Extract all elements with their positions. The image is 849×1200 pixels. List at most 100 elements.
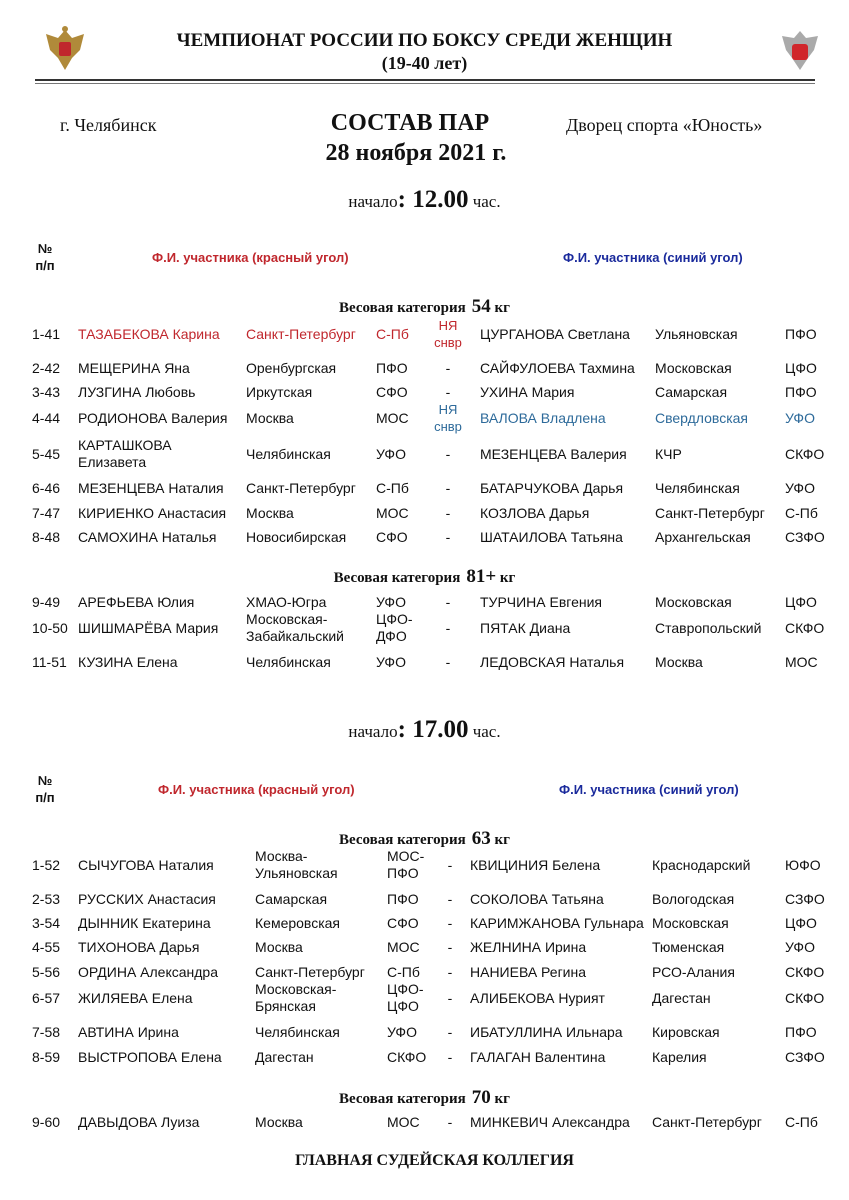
bout-number: 4-44	[32, 409, 61, 426]
category-weight: 63	[471, 828, 491, 849]
bout-number: 3-43	[32, 383, 61, 400]
start-time-line: начало: 12.00 час.	[0, 186, 849, 214]
red-boxer-region: Челябинская	[255, 1023, 340, 1040]
divider	[35, 79, 815, 81]
blue-boxer-region: КЧР	[655, 445, 682, 462]
red-boxer-district: МОС	[387, 938, 420, 955]
blue-boxer-district: ЦФО	[785, 359, 817, 376]
start-time: 12.00	[412, 186, 469, 213]
blue-boxer-district: ЮФО	[785, 856, 821, 873]
russia-coat-of-arms-icon	[46, 26, 84, 70]
red-boxer-district: МОС	[376, 504, 409, 521]
blue-boxer-name: ВАЛОВА Владлена	[480, 409, 606, 426]
red-boxer-region: Москва-Ульяновская	[255, 848, 338, 881]
blue-boxer-name: КВИЦИНИЯ Белена	[470, 856, 601, 873]
red-boxer-name: ТИХОНОВА Дарья	[78, 938, 200, 955]
red-boxer-name: КУЗИНА Елена	[78, 653, 178, 670]
bout-row: 4-55 ТИХОНОВА Дарья Москва МОС - ЖЕЛНИНА Ирин…	[0, 930, 849, 964]
bout-result: -	[447, 1048, 453, 1065]
red-boxer-name: ЛУЗГИНА Любовь	[78, 383, 196, 400]
number-header-line: №	[37, 773, 53, 788]
bout-number: 5-45	[32, 445, 61, 462]
start-unit: час.	[472, 722, 501, 741]
red-boxer-region: Санкт-Петербург	[255, 963, 365, 980]
divider	[35, 83, 815, 84]
bout-row: 2-42 МЕЩЕРИНА Яна Оренбургская ПФО - САЙФУЛОЕ…	[0, 351, 849, 385]
red-boxer-name: КИРИЕНКО Анастасия	[78, 504, 227, 521]
number-column-header: № п/п	[30, 772, 60, 806]
red-corner-header: Ф.И. участника (красный угол)	[158, 782, 355, 797]
red-boxer-district: УФО	[376, 653, 406, 670]
bout-number: 2-53	[32, 890, 61, 907]
bout-row: 7-47 КИРИЕНКО Анастасия Москва МОС - КОЗЛОВА …	[0, 496, 849, 530]
red-boxer-name: РУССКИХ Анастасия	[78, 890, 216, 907]
bout-number: 4-55	[32, 938, 61, 955]
blue-boxer-name: СОКОЛОВА Татьяна	[470, 890, 604, 907]
red-boxer-region: Дагестан	[255, 1048, 314, 1065]
blue-boxer-region: Санкт-Петербург	[652, 1113, 762, 1130]
blue-corner-header: Ф.И. участника (синий угол)	[563, 250, 743, 265]
blue-boxer-district: СЗФО	[785, 528, 825, 545]
blue-boxer-district: УФО	[785, 938, 815, 955]
bout-result: -	[447, 1023, 453, 1040]
red-boxer-name: ДЫННИК Екатерина	[78, 914, 211, 931]
category-weight: 81+	[466, 566, 497, 587]
age-subtitle: (19-40 лет)	[381, 53, 468, 73]
blue-boxer-district: ПФО	[785, 325, 817, 342]
red-boxer-region: Московская-Брянская	[255, 981, 337, 1014]
bout-row: 1-41 ТАЗАБЕКОВА Карина Санкт-Петербург С-Пб…	[0, 317, 849, 351]
blue-boxer-name: ГАЛАГАН Валентина	[470, 1048, 606, 1065]
blue-boxer-name: ЦУРГАНОВА Светлана	[480, 325, 630, 342]
number-header-line: п/п	[35, 790, 55, 805]
blue-boxer-region: Карелия	[652, 1048, 707, 1065]
bout-row: 8-59 ВЫСТРОПОВА Елена Дагестан СКФО - ГАЛАГАН…	[0, 1040, 849, 1074]
red-boxer-region: Москва	[255, 1113, 303, 1130]
category-label: Весовая категория	[339, 300, 466, 316]
bout-result: -	[445, 479, 451, 496]
bout-row: 10-50 ШИШМАРЁВА Мария Московская-Забайкаль…	[0, 611, 849, 645]
championship-title: ЧЕМПИОНАТ РОССИИ ПО БОКСУ СРЕДИ ЖЕНЩИН	[176, 30, 673, 51]
category-weight: 54	[471, 296, 491, 317]
bout-result: -	[447, 1113, 453, 1130]
bout-result: НЯ снвр	[434, 318, 462, 350]
bout-result: НЯ снвр	[434, 402, 462, 434]
red-boxer-name: ВЫСТРОПОВА Елена	[78, 1048, 222, 1065]
bout-number: 9-49	[32, 593, 61, 610]
category-label: Весовая категория	[339, 1091, 466, 1107]
blue-boxer-district: СКФО	[785, 445, 825, 462]
red-boxer-district: УФО	[376, 593, 406, 610]
bout-number: 7-58	[32, 1023, 61, 1040]
red-boxer-district: МОС	[376, 409, 409, 426]
blue-boxer-region: Кировская	[652, 1023, 720, 1040]
blue-boxer-region: Санкт-Петербург	[655, 504, 765, 521]
category-unit: кг	[499, 570, 516, 586]
red-boxer-name: МЕЩЕРИНА Яна	[78, 359, 190, 376]
bout-number: 8-48	[32, 528, 61, 545]
blue-boxer-region: Ульяновская	[655, 325, 738, 342]
weight-category-heading: Весовая категория 81+ кг	[0, 566, 849, 588]
red-boxer-district: СФО	[376, 383, 408, 400]
red-boxer-name: САМОХИНА Наталья	[78, 528, 217, 545]
red-boxer-district: ЦФО-ЦФО	[387, 981, 424, 1014]
blue-boxer-region: Свердловская	[655, 409, 749, 426]
blue-boxer-name: ЛЕДОВСКАЯ Наталья	[480, 653, 625, 670]
bout-number: 7-47	[32, 504, 61, 521]
start-time-line: начало: 17.00 час.	[0, 716, 849, 744]
blue-boxer-name: МЕЗЕНЦЕВА Валерия	[480, 445, 627, 462]
bout-number: 11-51	[32, 653, 67, 670]
bout-result: -	[447, 856, 453, 873]
blue-boxer-district: СКФО	[785, 989, 825, 1006]
blue-corner-header: Ф.И. участника (синий угол)	[559, 782, 739, 797]
red-boxer-district: С-Пб	[376, 325, 409, 342]
red-boxer-region: Кемеровская	[255, 914, 341, 931]
blue-boxer-name: МИНКЕВИЧ Александра	[470, 1113, 630, 1130]
bout-result: -	[445, 528, 451, 545]
blue-boxer-name: БАТАРЧУКОВА Дарья	[480, 479, 624, 496]
red-boxer-region: Московская-Забайкальский	[246, 611, 344, 644]
red-boxer-region: Новосибирская	[246, 528, 347, 545]
blue-boxer-name: САЙФУЛОЕВА Тахмина	[480, 359, 635, 376]
red-boxer-name: ЖИЛЯЕВА Елена	[78, 989, 193, 1006]
blue-boxer-district: МОС	[785, 653, 818, 670]
red-boxer-name: ДАВЫДОВА Луиза	[78, 1113, 200, 1130]
number-header-line: п/п	[35, 258, 55, 273]
